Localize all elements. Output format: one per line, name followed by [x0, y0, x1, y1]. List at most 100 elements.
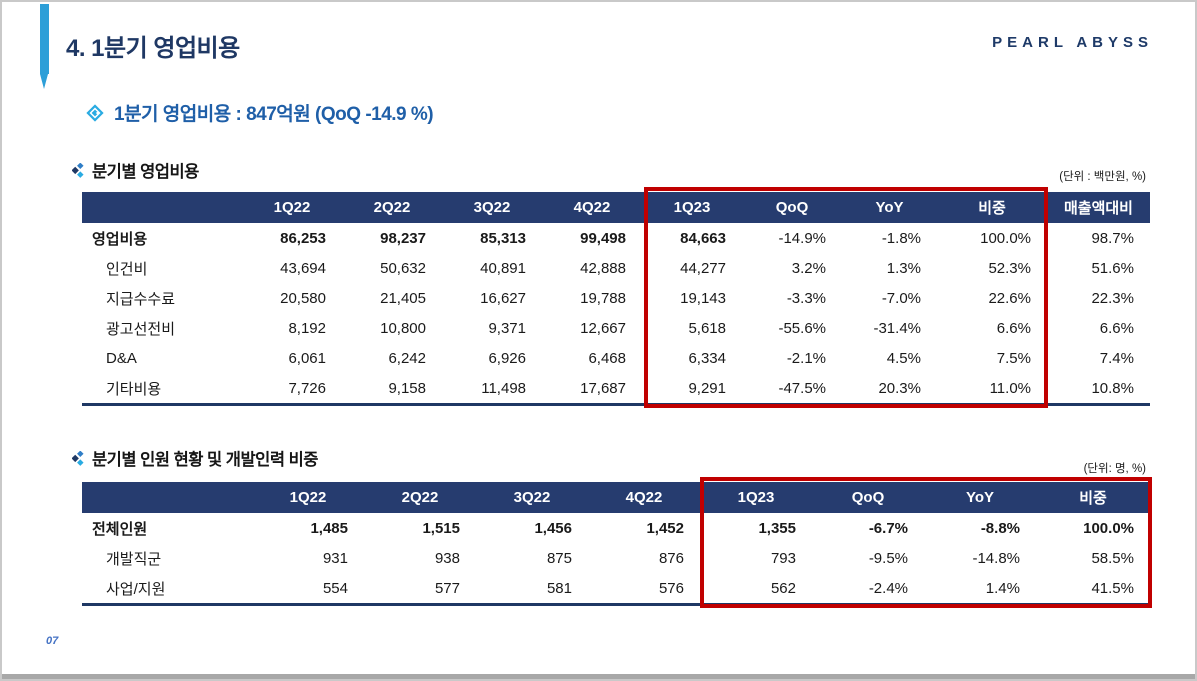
table1-cell: 52.3%	[988, 259, 1031, 277]
table1-cell: 6,242	[388, 349, 426, 367]
table2-cell: 1,485	[310, 519, 348, 537]
section-1-title: 분기별 영업비용	[92, 163, 199, 181]
table1-cell: 9,158	[342, 373, 442, 406]
table1-cell: 98,237	[380, 229, 426, 247]
table2-column-header: 비중	[1036, 482, 1150, 513]
table2-column-header	[82, 482, 252, 513]
table1-cell: 44,277	[680, 259, 726, 277]
table1-cell: 3.2%	[791, 259, 826, 277]
table2-cell: 793	[770, 549, 796, 567]
table1-cell: 12,667	[580, 319, 626, 337]
subtitle-row: 1분기 영업비용 : 847억원 (QoQ -14.9 %)	[86, 99, 434, 126]
table1-cell: 6.6%	[996, 319, 1031, 337]
table2-cell: 554	[252, 573, 364, 606]
table2-column-header: QoQ	[812, 482, 924, 513]
table1-cell: 86,253	[280, 229, 326, 247]
table2-column-header: 2Q22	[364, 482, 476, 513]
table1-cell: 19,788	[580, 289, 626, 307]
table1-cell: 6,926	[488, 349, 526, 367]
section-2-title: 분기별 인원 현황 및 개발인력 비중	[92, 451, 318, 469]
table1-cell: 9,291	[642, 373, 742, 406]
table1-cell: 7.5%	[996, 349, 1031, 367]
table2-cell: 938	[434, 549, 460, 567]
table1-row-label: 광고선전비	[106, 320, 176, 338]
table1-column-header: 매출액대비	[1047, 192, 1150, 223]
table2-row: 전체인원 1,485 1,515 1,456 1,452 1,355 -6.7% -8.8% 1…	[82, 513, 1150, 543]
table2-header-row: 1Q22 2Q22 3Q22 4Q22 1Q23 QoQ YoY 비중	[82, 482, 1150, 513]
table1-cell: 10.8%	[1047, 373, 1150, 406]
table1-cell: 10,800	[380, 319, 426, 337]
table1-cell: 6,334	[688, 349, 726, 367]
table-1-unit-label: (단위 : 백만원, %)	[1059, 171, 1146, 183]
table-2-unit-label: (단위: 명, %)	[1083, 463, 1146, 475]
table1-column-header: 1Q22	[242, 192, 342, 223]
table1-row-label: 인건비	[106, 260, 148, 278]
table2-cell: 58.5%	[1091, 549, 1134, 567]
table2-cell: -6.7%	[868, 519, 908, 537]
table1-cell: 42,888	[580, 259, 626, 277]
table1-cell: -55.6%	[778, 319, 826, 337]
table1-cell: 98.7%	[1091, 229, 1134, 247]
table1-cell: 43,694	[280, 259, 326, 277]
table1-cell: 7.4%	[1099, 349, 1134, 367]
tri-diamond-bullet-icon	[71, 450, 85, 466]
table2-cell: 1,452	[646, 519, 684, 537]
table2-cell: -2.4%	[812, 573, 924, 606]
table2-cell: 577	[364, 573, 476, 606]
table1-cell: -14.9%	[778, 229, 826, 247]
table1-cell: -31.4%	[873, 319, 921, 337]
subtitle-text: 1분기 영업비용 : 847억원 (QoQ -14.9 %)	[114, 104, 434, 125]
table1-cell: -47.5%	[742, 373, 842, 406]
table1-cell: 99,498	[580, 229, 626, 247]
table1-column-header: 비중	[937, 192, 1047, 223]
table1-cell: 20.3%	[842, 373, 937, 406]
table1-cell: -2.1%	[786, 349, 826, 367]
table1-column-header: QoQ	[742, 192, 842, 223]
table1-column-header: 4Q22	[542, 192, 642, 223]
table1-column-header: YoY	[842, 192, 937, 223]
table2-row-label: 전체인원	[92, 520, 148, 538]
table2-cell: -8.8%	[980, 519, 1020, 537]
table1-column-header	[82, 192, 242, 223]
table1-row: 영업비용 86,253 98,237 85,313 99,498 84,663 -14.9%…	[82, 223, 1150, 253]
accent-bar-tip	[40, 74, 48, 89]
page-title: 4. 1분기 영업비용	[66, 35, 240, 62]
table1-cell: 5,618	[688, 319, 726, 337]
table1-cell: 11.0%	[937, 373, 1047, 406]
table2-cell: 1,355	[758, 519, 796, 537]
table2-row-label: 개발직군	[106, 550, 162, 568]
table1-row: 지급수수료 20,580 21,405 16,627 19,788 19,143 -3.3%…	[82, 283, 1150, 313]
table1-cell: 6.6%	[1099, 319, 1134, 337]
table2-row: 사업/지원 554 577 581 576 562 -2.4% 1.4% 41.5%	[82, 573, 1150, 606]
table1-column-header: 3Q22	[442, 192, 542, 223]
table1-cell: 20,580	[280, 289, 326, 307]
table1-column-header: 1Q23	[642, 192, 742, 223]
table2-cell: 876	[658, 549, 684, 567]
table2-cell: 562	[700, 573, 812, 606]
table2-cell: -14.8%	[972, 549, 1020, 567]
table1-row-label: 지급수수료	[106, 290, 176, 308]
table1-cell: 19,143	[680, 289, 726, 307]
table2-column-header: 3Q22	[476, 482, 588, 513]
table1-cell: 50,632	[380, 259, 426, 277]
table2-cell: 41.5%	[1036, 573, 1150, 606]
table1-cell: 51.6%	[1091, 259, 1134, 277]
table2-column-header: 1Q23	[700, 482, 812, 513]
table1-column-header: 2Q22	[342, 192, 442, 223]
table2-cell: 581	[476, 573, 588, 606]
section-2-heading: 분기별 인원 현황 및 개발인력 비중	[71, 446, 318, 470]
table1-cell: 21,405	[380, 289, 426, 307]
table2-column-header: 1Q22	[252, 482, 364, 513]
table2-cell: 1.4%	[924, 573, 1036, 606]
table2-cell: 100.0%	[1083, 519, 1134, 537]
table1-row-label: 영업비용	[92, 230, 148, 248]
table1-cell: -3.3%	[786, 289, 826, 307]
table1-cell: 85,313	[480, 229, 526, 247]
page-number: 07	[46, 635, 59, 647]
table1-row-label: 기타비용	[82, 373, 242, 406]
table1-cell: 17,687	[542, 373, 642, 406]
section-1-heading: 분기별 영업비용	[71, 158, 199, 182]
accent-bar	[40, 4, 49, 89]
table1-cell: 6,468	[588, 349, 626, 367]
